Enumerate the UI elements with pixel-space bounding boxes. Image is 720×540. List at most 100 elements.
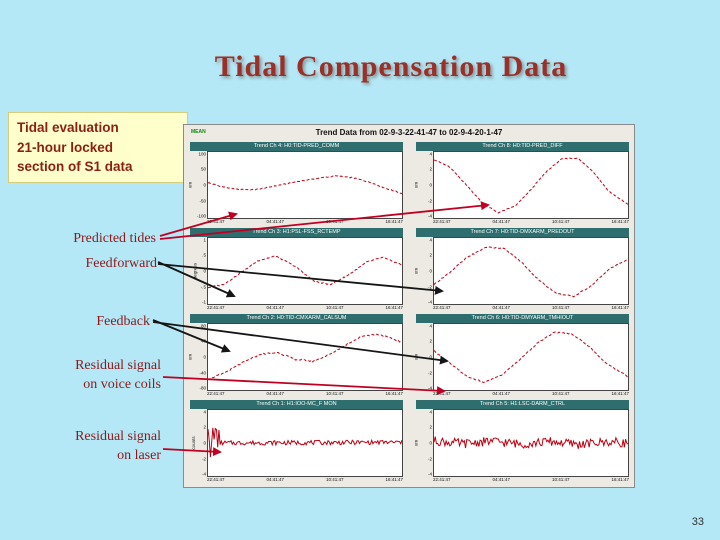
y-tick-label: 0	[203, 354, 206, 360]
y-tick-label: 100	[198, 151, 206, 157]
trend-plot-svg	[434, 410, 628, 476]
trend-window-title: Trend Data from 02-9-3-22-41-47 to 02-9-…	[315, 128, 503, 137]
trend-panel-title: Trend Ch 7: H0:TID-DMXARM_PREDOUT	[416, 228, 629, 237]
label-feedforward: Feedforward	[0, 254, 157, 273]
y-tick-label: 0	[429, 182, 432, 188]
trend-data-screenshot: MEAN Trend Data from 02-9-3-22-41-47 to …	[183, 124, 635, 488]
y-tick-label: 2	[429, 166, 432, 172]
x-tick-label: 10:41:47	[325, 219, 344, 224]
label-text: Feedforward	[85, 256, 157, 271]
y-tick-label: 4	[429, 151, 432, 157]
x-axis-ticks: 22:41:47 04:41:47 10:41:47 16:41:47	[416, 219, 629, 226]
x-axis-ticks: 22:41:47 04:41:47 10:41:47 16:41:47	[416, 391, 629, 398]
trace-line	[434, 247, 628, 297]
page-title: Tidal Compensation Data	[214, 50, 568, 83]
trend-plot-svg	[434, 238, 628, 304]
y-axis: um 100 50 0 -50 -100	[187, 151, 207, 219]
x-tick-label: 16:41:47	[385, 477, 403, 482]
y-tick-label: 50	[200, 166, 206, 172]
label-predicted-tides: Predicted tides	[0, 229, 156, 248]
y-tick-label: -50	[199, 198, 206, 204]
y-tick-label: 4	[429, 237, 432, 243]
y-axis-label: um	[413, 353, 419, 361]
y-axis-label: um	[413, 439, 419, 447]
y-tick-label: -2	[427, 456, 432, 462]
trend-panel-title: Trend Ch 1: H1:IOO-MC_F MON	[190, 400, 403, 409]
trend-panel-title: Trend Ch 6: H0:TID-DMYARM_TMHIOUT	[416, 314, 629, 323]
trend-panel-body: um 4 2 0 -2 -4	[413, 323, 629, 391]
x-tick-label: 10:41:47	[551, 305, 570, 310]
y-tick-label: 4	[429, 409, 432, 415]
x-axis-ticks: 22:41:47 04:41:47 10:41:47 16:41:47	[190, 219, 403, 226]
x-axis-ticks: 22:41:47 04:41:47 10:41:47 16:41:47	[416, 477, 629, 484]
x-tick-label: 16:41:47	[385, 391, 403, 396]
x-tick-label: 22:41:47	[433, 477, 451, 482]
x-tick-label: 10:41:47	[325, 305, 344, 310]
y-tick-label: 0	[429, 440, 432, 446]
label-text: Feedback	[96, 314, 150, 329]
y-tick-label: 2	[429, 424, 432, 430]
trend-panel: Trend Ch 1: H1:IOO-MC_F MON counts 4 2 0 -2 -4…	[190, 400, 403, 484]
y-tick-label: 2	[429, 338, 432, 344]
x-tick-label: 04:41:47	[492, 391, 511, 396]
trend-panel: Trend Ch 8: H0:TID-PRED_DIFF um 4 2 0 -2 -4 22:…	[413, 142, 629, 226]
trace-line	[208, 176, 402, 194]
y-tick-label: -4	[427, 385, 432, 391]
y-tick-label: -4	[427, 471, 432, 477]
y-tick-label: -2	[201, 456, 206, 462]
y-axis: counts 4 2 0 -2 -4	[190, 409, 207, 477]
trend-panel-title: Trend Ch 2: H0:TID-CMXARM_CALSUM	[190, 314, 403, 323]
plot-area	[207, 323, 403, 391]
trace-line	[208, 428, 402, 457]
x-tick-label: 16:41:47	[385, 305, 403, 310]
x-tick-label: 10:41:47	[325, 477, 344, 482]
y-tick-label: -4	[201, 471, 206, 477]
x-tick-label: 10:41:47	[551, 391, 570, 396]
y-tick-label: 0	[429, 268, 432, 274]
y-axis-label: um	[187, 181, 193, 189]
x-tick-label: 04:41:47	[266, 391, 285, 396]
trend-panel: Trend Ch 7: H0:TID-DMXARM_PREDOUT um 4 2 0 -2…	[413, 228, 629, 312]
y-axis-label: um	[413, 181, 419, 189]
y-tick-label: .5	[202, 252, 206, 258]
trend-panel-title: Trend Ch 3: H1:PSL-FSS_RCTEMP	[190, 228, 403, 237]
y-tick-label: -4	[427, 299, 432, 305]
x-axis-ticks: 22:41:47 04:41:47 10:41:47 16:41:47	[416, 305, 629, 312]
trend-panel: Trend Ch 4: H0:TID-PRED_COMM um 100 50 0 -50 -…	[187, 142, 403, 226]
trace-line	[434, 332, 628, 382]
trend-panel: Trend Ch 2: H0:TID-CMXARM_CALSUM um 80 40 0 -…	[187, 314, 403, 398]
trend-panel-body: um 80 40 0 -40 -80	[187, 323, 403, 391]
trend-legend: MEAN	[191, 129, 206, 135]
label-text: on voice coils	[83, 377, 161, 392]
trend-plot-svg	[208, 324, 402, 390]
x-axis-ticks: 22:41:47 04:41:47 10:41:47 16:41:47	[190, 477, 403, 484]
trace-line	[208, 256, 402, 288]
trend-panel: Trend Ch 6: H0:TID-DMYARM_TMHIOUT um 4 2 0 -2…	[413, 314, 629, 398]
label-text: Predicted tides	[73, 231, 156, 246]
note-box-line: Tidal evaluation	[17, 120, 119, 135]
y-axis-label: um	[413, 267, 419, 275]
x-tick-label: 04:41:47	[492, 219, 511, 224]
y-axis-label: um	[187, 353, 193, 361]
plot-area	[433, 323, 629, 391]
y-axis: um 80 40 0 -40 -80	[187, 323, 207, 391]
x-tick-label: 22:41:47	[433, 305, 451, 310]
trend-panel-body: um 100 50 0 -50 -100	[187, 151, 403, 219]
label-text: on laser	[117, 448, 161, 463]
x-tick-label: 16:41:47	[385, 219, 403, 224]
y-tick-label: 0	[203, 182, 206, 188]
plot-area	[207, 409, 403, 477]
page-number: 33	[691, 516, 704, 528]
y-tick-label: -2	[427, 198, 432, 204]
trend-plot-svg	[434, 324, 628, 390]
trace-line	[434, 437, 628, 449]
trend-panel-body: counts 4 2 0 -2 -4	[190, 409, 403, 477]
trend-panel-body: um 4 2 0 -2 -4	[413, 151, 629, 219]
x-tick-label: 04:41:47	[266, 305, 285, 310]
y-tick-label: 40	[200, 338, 206, 344]
y-tick-label: 4	[429, 323, 432, 329]
y-tick-label: -2	[427, 284, 432, 290]
x-tick-label: 04:41:47	[492, 477, 511, 482]
x-tick-label: 16:41:47	[611, 477, 629, 482]
y-tick-label: 0	[203, 268, 206, 274]
